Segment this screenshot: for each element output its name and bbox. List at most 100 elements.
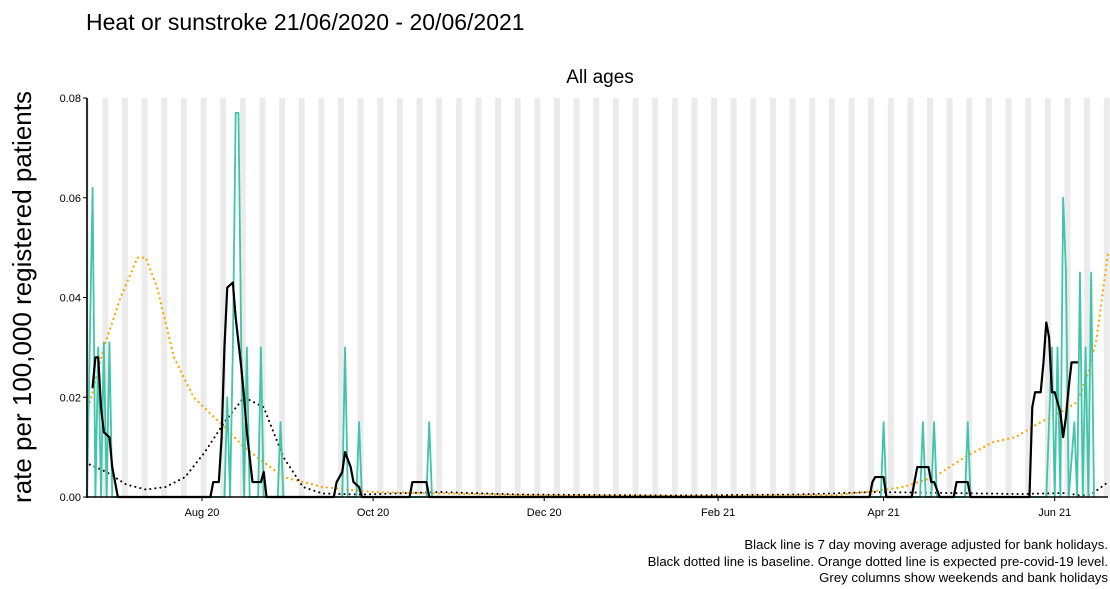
- weekend-column: [969, 98, 973, 497]
- weekend-column: [632, 98, 636, 497]
- weekend-column: [985, 98, 990, 497]
- y-tick-label: 0.06: [60, 193, 81, 205]
- weekend-column: [419, 98, 423, 497]
- weekend-column: [596, 98, 600, 497]
- weekend-column: [223, 98, 227, 497]
- weekend-column: [1005, 98, 1009, 497]
- weekend-column: [887, 98, 891, 497]
- weekend-column: [497, 98, 502, 497]
- weekend-column: [340, 98, 344, 497]
- weekend-column: [281, 98, 286, 497]
- x-tick-label: Feb 21: [701, 507, 735, 519]
- weekend-column: [436, 98, 440, 497]
- weekend-column: [772, 98, 776, 497]
- weekend-column: [946, 98, 950, 497]
- weekend-column: [890, 98, 894, 497]
- weekend-column: [180, 98, 185, 497]
- weekend-column: [753, 98, 757, 497]
- baseline-dotted-line: [88, 396, 1109, 497]
- weekend-column: [927, 98, 931, 497]
- weekend-column: [161, 98, 165, 497]
- weekend-column: [122, 98, 126, 497]
- weekend-columns: [85, 98, 1110, 497]
- weekend-column: [655, 98, 659, 497]
- weekend-column: [868, 98, 872, 497]
- weekend-column: [851, 98, 855, 497]
- weekend-column: [1008, 98, 1012, 497]
- weekend-column: [576, 98, 580, 497]
- y-tick-label: 0.02: [60, 392, 81, 404]
- note-grey-columns: Grey columns show weekends and bank holi…: [819, 570, 1108, 585]
- weekend-column: [183, 98, 187, 497]
- weekend-column: [298, 98, 302, 497]
- weekend-column: [321, 98, 325, 497]
- weekend-column: [733, 98, 737, 497]
- x-tick-label: Oct 20: [357, 507, 389, 519]
- weekend-column: [828, 98, 833, 497]
- weekend-column: [792, 98, 796, 497]
- chart-title: Heat or sunstroke 21/06/2020 - 20/06/202…: [86, 9, 525, 35]
- weekend-column: [812, 98, 816, 497]
- y-axis-label: rate per 100,000 registered patients: [7, 91, 37, 503]
- weekend-column: [966, 98, 970, 497]
- weekend-column: [478, 98, 482, 497]
- weekend-column: [848, 98, 852, 497]
- weekend-column: [789, 98, 793, 497]
- weekend-column: [279, 98, 283, 497]
- weekend-column: [593, 98, 597, 497]
- weekend-column: [691, 98, 695, 497]
- weekend-column: [318, 98, 322, 497]
- weekend-column: [455, 98, 459, 497]
- weekend-column: [475, 98, 479, 497]
- weekend-column: [831, 98, 835, 497]
- weekend-column: [203, 98, 207, 497]
- weekend-column: [1103, 98, 1107, 497]
- note-moving-average: Black line is 7 day moving average adjus…: [744, 537, 1108, 552]
- weekend-column: [517, 98, 521, 497]
- weekend-column: [615, 98, 619, 497]
- x-tick-label: Apr 21: [867, 507, 899, 519]
- weekend-column: [713, 98, 718, 497]
- y-tick-label: 0.00: [60, 492, 81, 504]
- weekend-column: [220, 98, 224, 497]
- weekend-column: [573, 98, 577, 497]
- weekend-column: [554, 98, 558, 497]
- weekend-column: [949, 98, 953, 497]
- weekend-column: [242, 98, 246, 497]
- weekend-column: [929, 98, 933, 497]
- weekend-column: [671, 98, 675, 497]
- weekend-column: [357, 98, 361, 497]
- weekend-column: [141, 98, 145, 497]
- y-tick-label: 0.08: [60, 93, 81, 105]
- weekend-column: [259, 98, 263, 497]
- moving-average-line: [91, 281, 1079, 499]
- weekend-column: [1106, 98, 1110, 497]
- weekend-column: [1084, 98, 1088, 497]
- weekend-column: [262, 98, 266, 497]
- weekend-column: [988, 98, 992, 497]
- x-tick-label: Dec 20: [527, 507, 562, 519]
- weekend-column: [1067, 98, 1071, 497]
- weekend-column: [1044, 98, 1048, 497]
- x-tick-label: Aug 20: [185, 507, 220, 519]
- weekend-column: [770, 98, 774, 497]
- weekend-column: [1086, 98, 1091, 497]
- weekend-column: [380, 98, 384, 497]
- weekend-column: [399, 98, 403, 497]
- weekend-column: [439, 98, 443, 497]
- panel-title: All ages: [566, 67, 634, 88]
- weekend-column: [360, 98, 364, 497]
- weekend-column: [102, 98, 106, 497]
- weekend-column: [910, 98, 914, 497]
- weekend-column: [537, 98, 541, 497]
- weekend-column: [495, 98, 499, 497]
- weekend-column: [694, 98, 698, 497]
- weekend-column: [124, 98, 128, 497]
- x-tick-label: Jun 21: [1038, 507, 1071, 519]
- y-tick-label: 0.04: [60, 293, 81, 305]
- weekend-column: [750, 98, 754, 497]
- weekend-column: [870, 98, 875, 497]
- weekend-column: [514, 98, 518, 497]
- chart-svg: 0.00 0.02 0.04 0.06 0.08 Aug 20 Oct 20 Dec 20 Fe…: [7, 67, 1110, 519]
- weekend-column: [612, 98, 617, 497]
